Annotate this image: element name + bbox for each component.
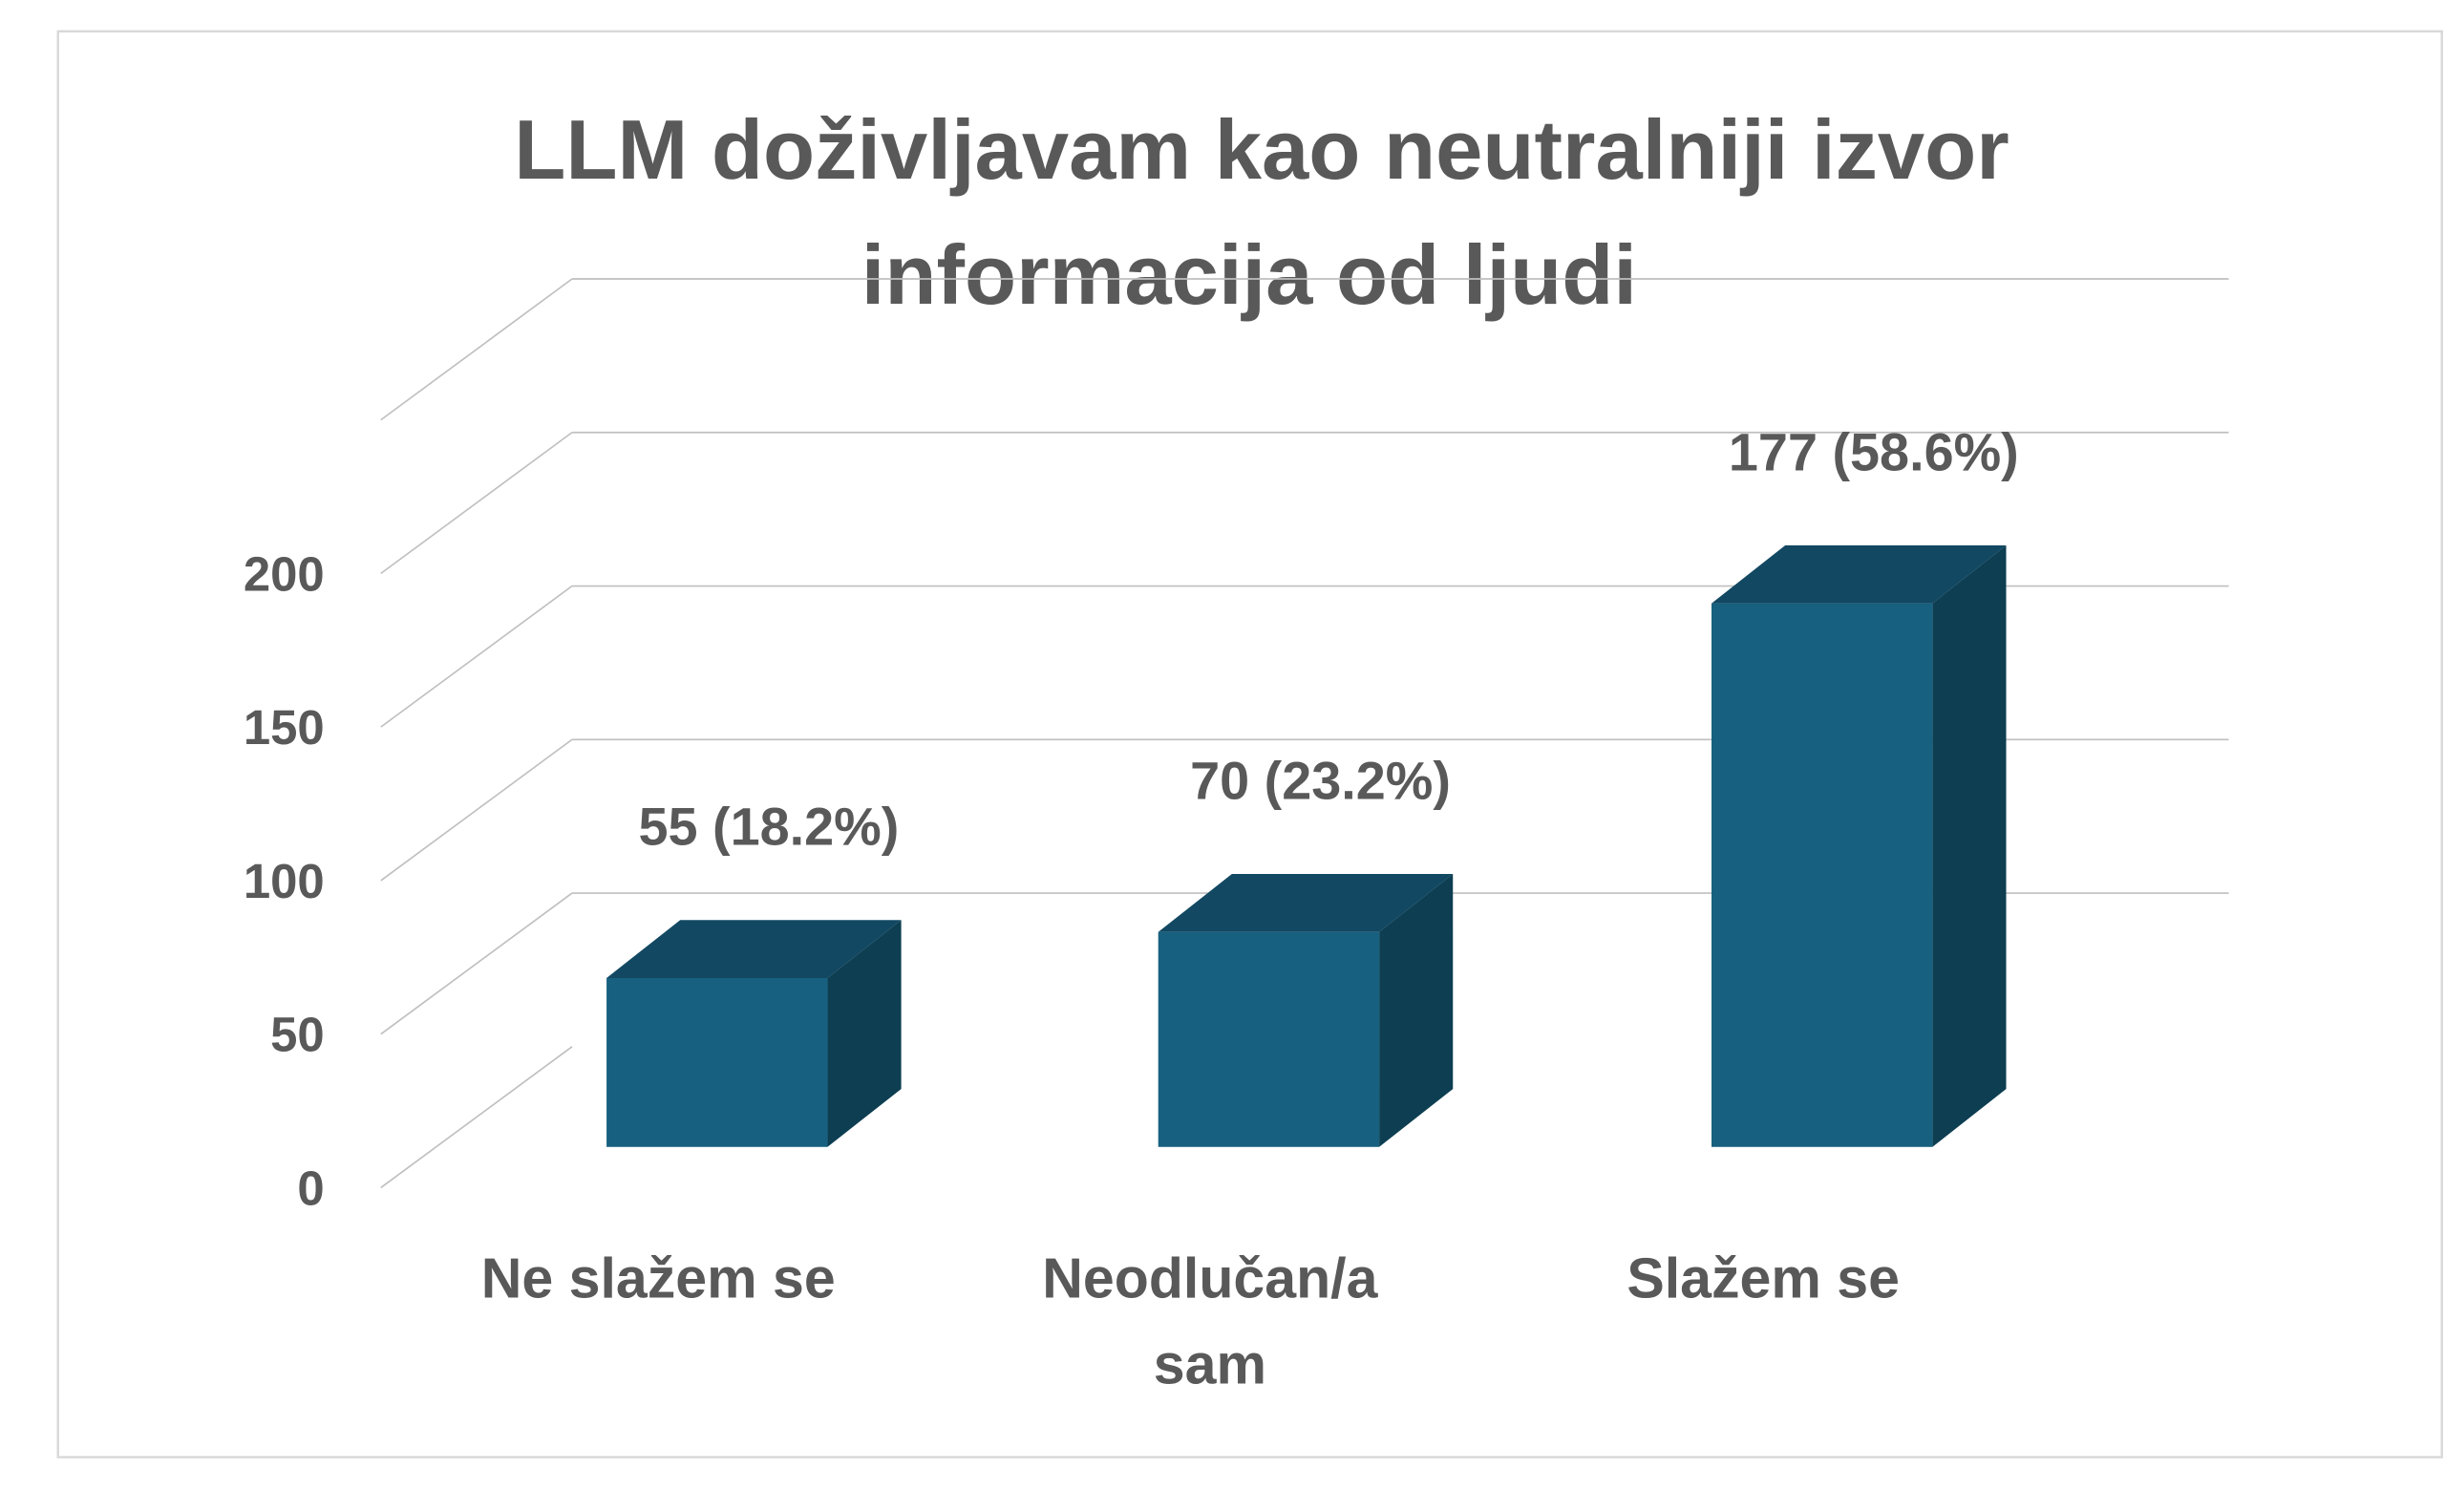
y-tick-label: 100 bbox=[244, 854, 325, 908]
bar-side bbox=[827, 920, 902, 1147]
chart-title-line-2: informacija od ljudi bbox=[861, 227, 1637, 322]
data-label: 177 (58.6%) bbox=[1729, 422, 2019, 481]
chart-border bbox=[56, 30, 2443, 1459]
category-label: Slažem se bbox=[1626, 1246, 1900, 1310]
y-tick-label: 50 bbox=[270, 1008, 325, 1062]
bar-top bbox=[1712, 544, 2007, 604]
gridline-depth bbox=[380, 278, 573, 421]
category-labels: Ne slažem se Neodlučan/a sam Slažem se bbox=[481, 1246, 1900, 1395]
chart-title-line-1: LLM doživljavam kao neutralniji izvor bbox=[514, 102, 2009, 197]
y-tick-label: 0 bbox=[297, 1161, 324, 1215]
gridline-depth bbox=[380, 738, 573, 882]
y-axis-ticks: 0 50 100 150 200 bbox=[244, 546, 325, 1215]
bar-side bbox=[1932, 544, 2007, 1147]
gridline-depth bbox=[380, 432, 573, 575]
bar bbox=[1712, 603, 1933, 1147]
bar bbox=[606, 977, 828, 1147]
data-label: 70 (23.2%) bbox=[1190, 751, 1451, 810]
gridline-depth bbox=[380, 892, 573, 1035]
data-labels: 55 (18.2%) 70 (23.2%) 177 (58.6%) bbox=[638, 422, 2018, 856]
y-tick-label: 200 bbox=[244, 546, 325, 601]
data-label: 55 (18.2%) bbox=[638, 798, 899, 857]
category-label: sam bbox=[1154, 1332, 1266, 1395]
bar-top bbox=[606, 920, 902, 978]
category-label: Neodlučan/a bbox=[1042, 1246, 1378, 1310]
bar-side bbox=[1379, 874, 1454, 1147]
bar-top bbox=[1158, 874, 1454, 932]
y-tick-label: 150 bbox=[244, 700, 325, 755]
gridline-depth bbox=[380, 585, 573, 728]
category-label: Ne slažem se bbox=[481, 1246, 836, 1310]
gridline-depth bbox=[380, 1046, 573, 1189]
bars bbox=[606, 544, 2007, 1147]
bar bbox=[1158, 931, 1380, 1147]
